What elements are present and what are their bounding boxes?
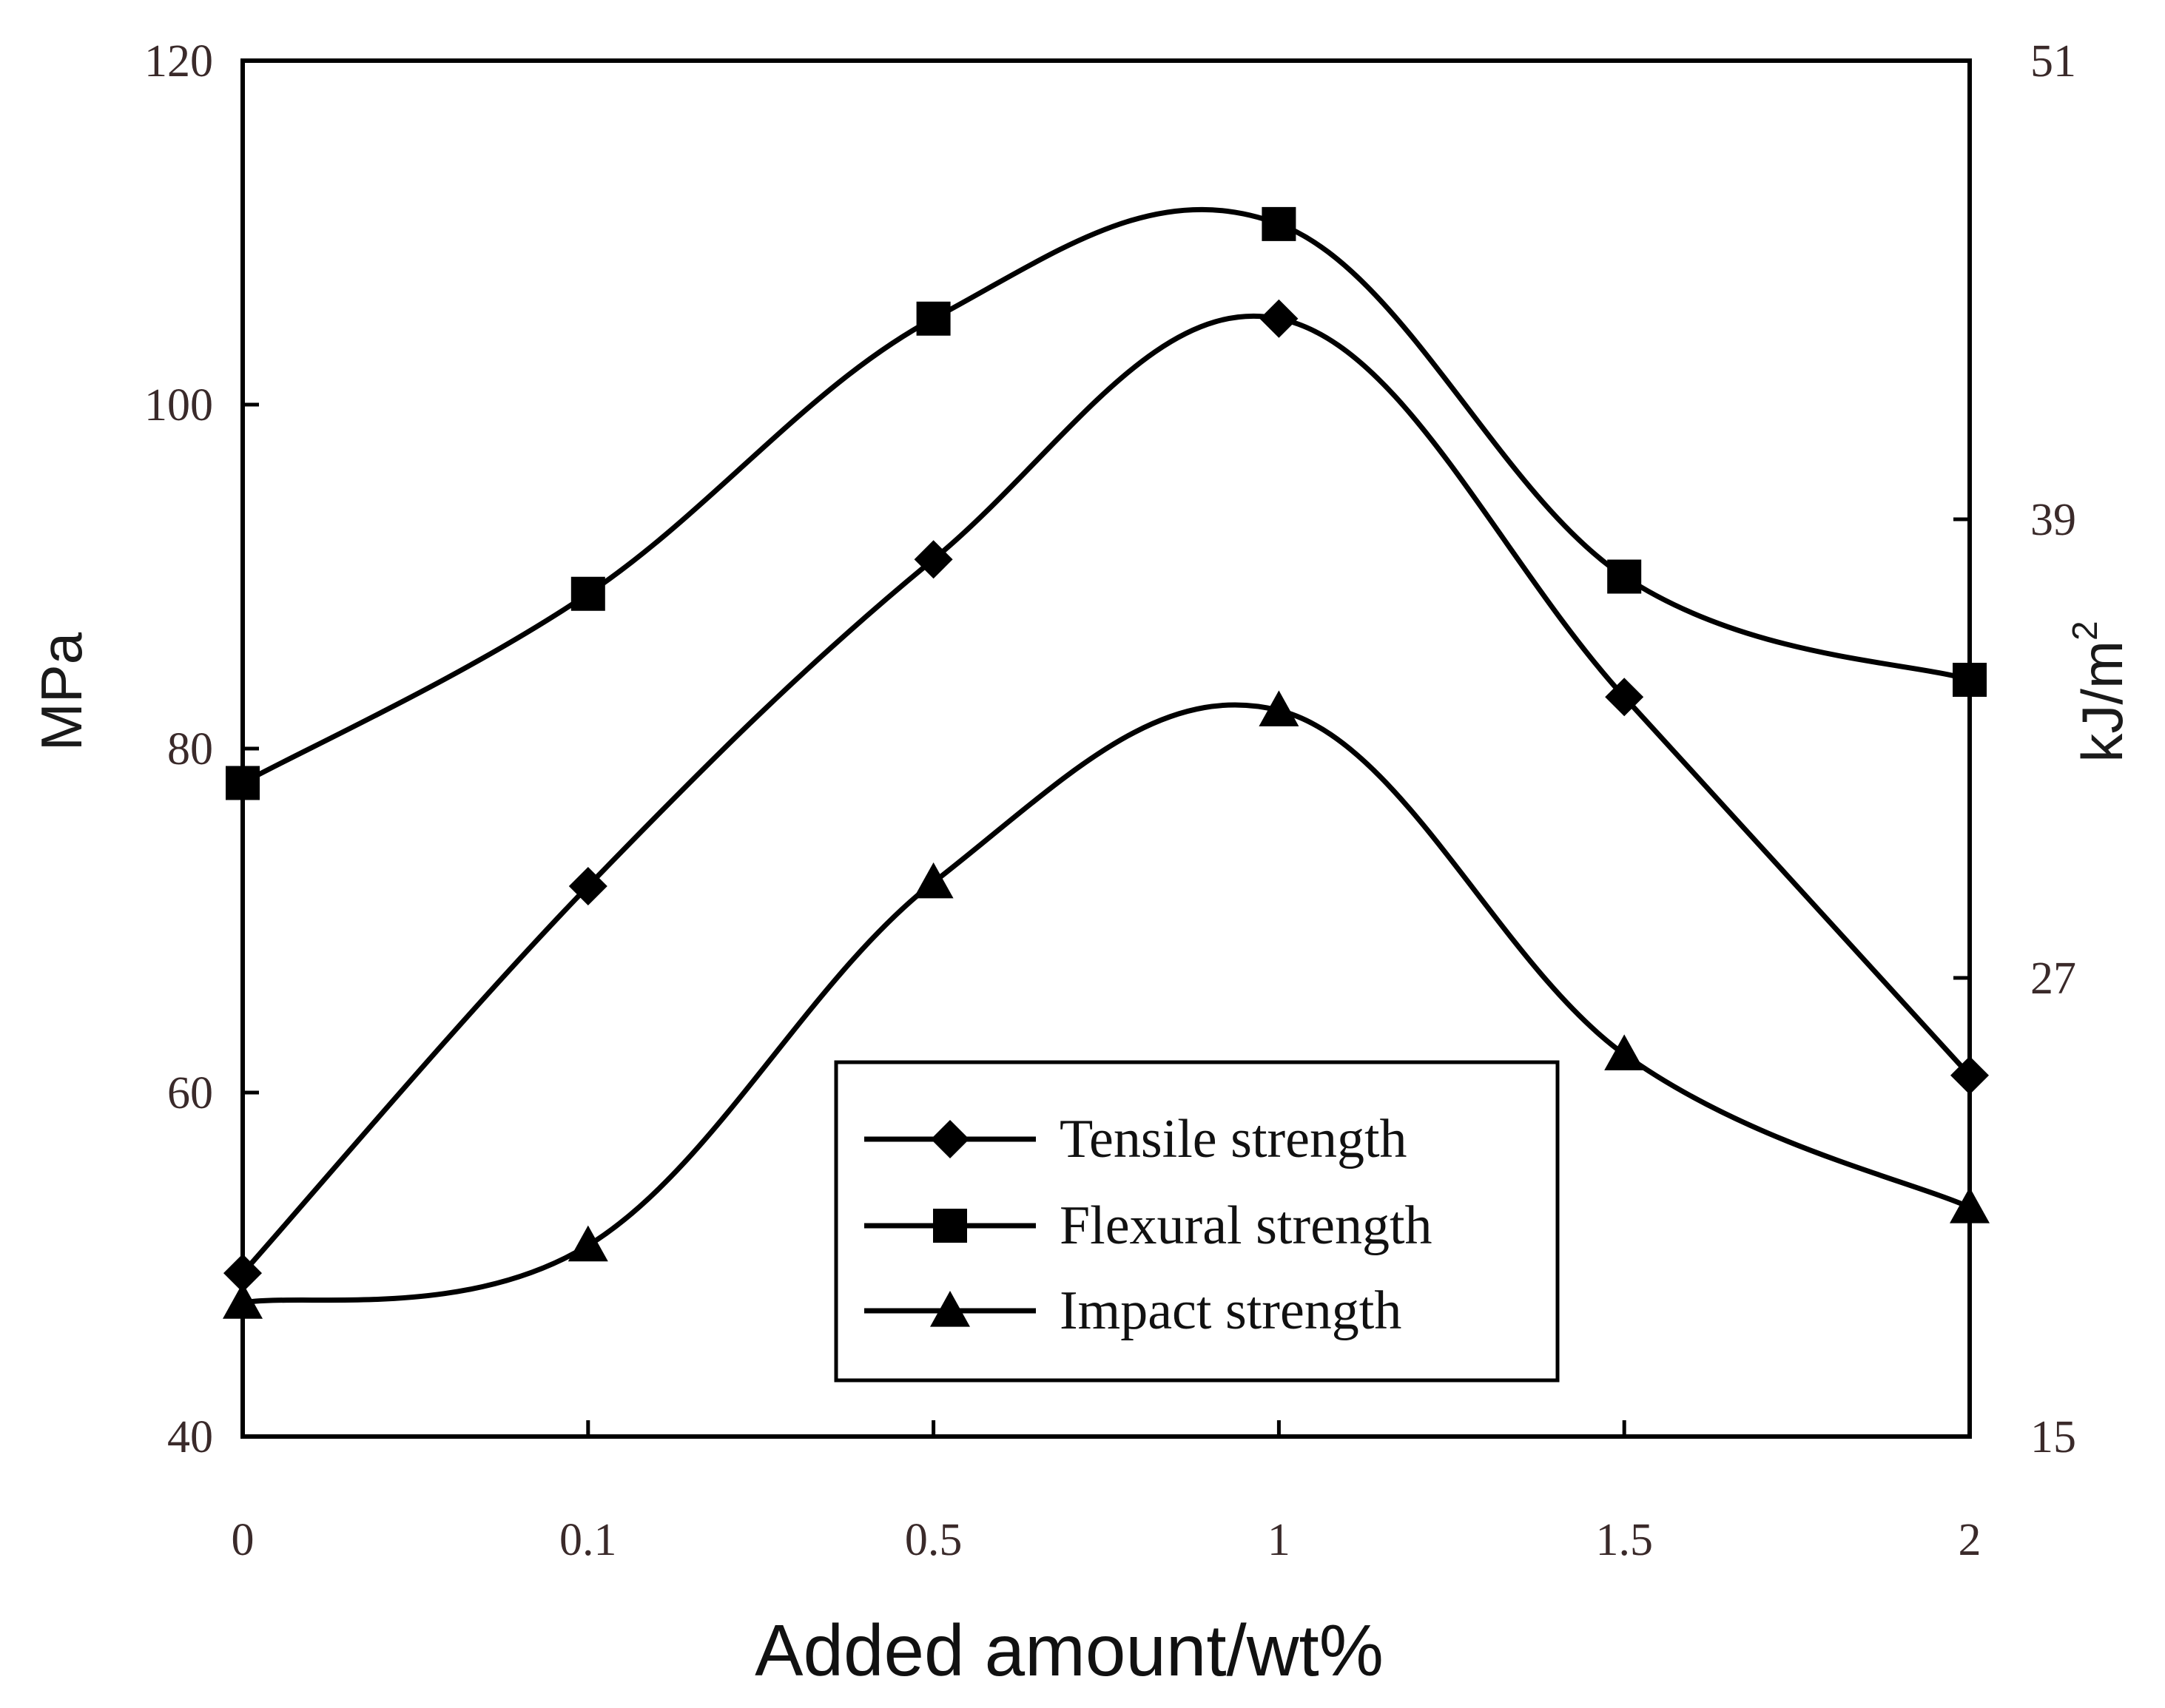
legend-marker-triangle <box>930 1291 970 1327</box>
right-tick-label: 39 <box>2030 495 2076 545</box>
x-tick-label: 0.1 <box>559 1515 617 1565</box>
left-tick-label: 40 <box>167 1412 213 1462</box>
left-tick-label: 100 <box>144 380 213 431</box>
data-point-triangle <box>1604 1034 1645 1070</box>
data-point-diamond <box>568 867 607 905</box>
legend-label: Flexural strength <box>1060 1195 1432 1256</box>
legend-label: Impact strength <box>1060 1280 1401 1341</box>
series-line <box>241 206 1970 786</box>
data-point-square <box>570 576 605 611</box>
data-point-diamond <box>1259 299 1299 338</box>
data-point-diamond <box>1950 1056 1989 1095</box>
series-square <box>226 206 1987 800</box>
data-point-triangle <box>568 1225 608 1262</box>
left-tick-label: 80 <box>167 724 213 774</box>
data-point-square <box>1262 206 1296 241</box>
data-point-diamond <box>1605 678 1644 717</box>
x-tick-label: 1.5 <box>1595 1515 1653 1565</box>
legend-item: Impact strength <box>864 1280 1401 1341</box>
data-point-diamond <box>914 540 953 579</box>
y-axis-title-left: MPa <box>29 632 94 751</box>
right-tick-label: 51 <box>2030 36 2076 87</box>
left-axis-ticks: 40 60 80 100 120 <box>144 36 259 1462</box>
data-point-square <box>1607 559 1642 594</box>
y-axis-title-right-text: kJ/m <box>2070 641 2135 763</box>
series-diamond <box>223 299 1989 1293</box>
data-point-triangle <box>1950 1187 1990 1223</box>
x-tick-label: 0.5 <box>905 1515 963 1565</box>
legend-marker-diamond <box>931 1120 969 1158</box>
data-point-square <box>1953 663 1987 697</box>
legend-item: Tensile strength <box>864 1109 1407 1169</box>
series-line <box>242 702 1971 1306</box>
data-point-square <box>226 766 260 800</box>
y-axis-title-right: kJ/m2 <box>2066 621 2135 762</box>
series-line <box>240 313 1972 1275</box>
left-tick-label: 60 <box>167 1068 213 1118</box>
data-point-triangle <box>1259 690 1299 726</box>
x-tick-label: 1 <box>1267 1515 1290 1565</box>
legend-item: Flexural strength <box>864 1195 1432 1256</box>
series-layer <box>223 206 1990 1319</box>
right-tick-label: 27 <box>2030 953 2076 1004</box>
data-point-diamond <box>223 1254 262 1293</box>
legend: Tensile strength Flexural strength Impact … <box>834 1060 1560 1383</box>
x-axis-ticks: 0 0.1 0.5 1 1.5 2 <box>232 1420 1982 1565</box>
left-tick-label: 120 <box>144 36 213 87</box>
y-axis-title-right-superscript: 2 <box>2066 621 2105 641</box>
right-tick-label: 15 <box>2030 1412 2076 1462</box>
data-point-square <box>916 301 951 336</box>
x-tick-label: 0 <box>232 1515 255 1565</box>
data-point-triangle <box>913 862 954 899</box>
x-axis-title: Added amount/wt% <box>755 1610 1384 1691</box>
legend-marker-square <box>933 1209 967 1243</box>
series-triangle <box>223 690 1990 1319</box>
data-point-triangle <box>223 1283 263 1319</box>
right-axis-ticks: 15 27 39 51 <box>1953 36 2076 1462</box>
x-tick-label: 2 <box>1959 1515 1982 1565</box>
legend-label: Tensile strength <box>1060 1109 1407 1169</box>
